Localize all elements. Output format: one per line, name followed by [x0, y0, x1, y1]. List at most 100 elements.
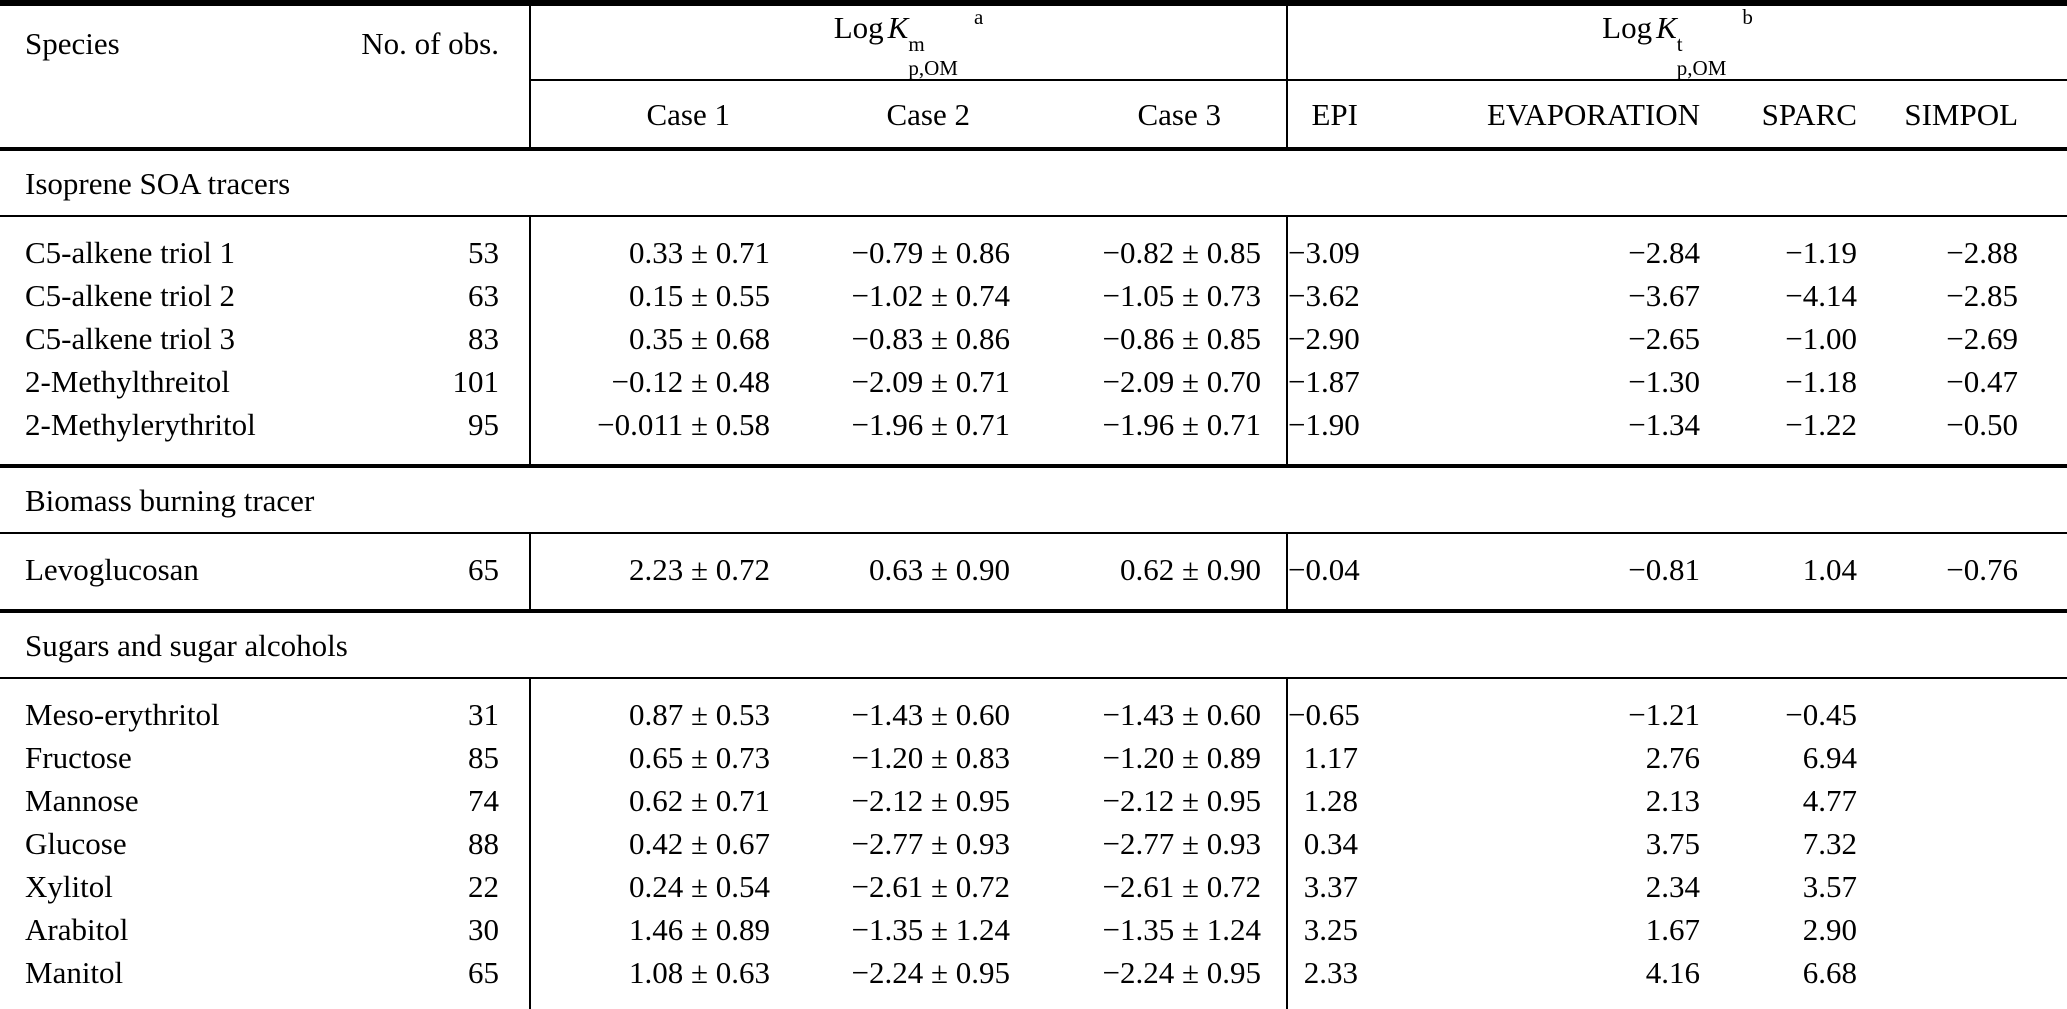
- epi-cell: 2.33: [1286, 951, 1370, 1009]
- species-cell: C5-alkene triol 3: [25, 321, 236, 356]
- simpol-cell: −0.47: [1946, 364, 2019, 399]
- evaporation-cell: −2.65: [1628, 321, 1700, 356]
- simpol-cell: [1857, 951, 2067, 1009]
- sparc-cell: 4.77: [1802, 783, 1857, 818]
- table-row: Mannose 74 0.62 ± 0.71 −2.12 ± 0.95 −2.12 ± …: [0, 779, 2067, 822]
- simpol-cell: −2.85: [1946, 278, 2019, 313]
- simpol-cell: −2.69: [1946, 321, 2019, 356]
- table-row: C5-alkene triol 3 83 0.35 ± 0.68 −0.83 ± 0.…: [0, 317, 2067, 360]
- obs-cell: 65: [330, 951, 530, 1009]
- sparc-cell: 7.32: [1802, 826, 1857, 861]
- column-header-species: Species: [25, 25, 120, 61]
- empty-header-cell: [0, 80, 330, 151]
- epi-cell: −3.09: [1286, 216, 1370, 274]
- species-cell: Meso-erythritol: [25, 697, 220, 732]
- sparc-cell: −1.18: [1785, 364, 1857, 399]
- evaporation-cell: −0.81: [1370, 533, 1700, 613]
- evaporation-cell: 1.67: [1645, 912, 1700, 947]
- sparc-cell: 3.57: [1802, 869, 1857, 904]
- header-row-columns: Case 1 Case 2 Case 3 EPI EVAPORATION SPA…: [0, 80, 2067, 151]
- case1-cell: 1.08 ± 0.63: [529, 951, 770, 1009]
- case2-cell: −1.43 ± 0.60: [851, 697, 1011, 732]
- case1-cell: 0.62 ± 0.71: [529, 779, 770, 822]
- table-row: Glucose 88 0.42 ± 0.67 −2.77 ± 0.93 −2.77 ± …: [0, 822, 2067, 865]
- species-cell: Mannose: [25, 783, 139, 818]
- case2-cell: −0.79 ± 0.86: [851, 235, 1011, 270]
- obs-cell: 85: [468, 740, 499, 775]
- table-row: Fructose 85 0.65 ± 0.73 −1.20 ± 0.83 −1.20 ±…: [0, 736, 2067, 779]
- epi-cell: −3.62: [1286, 274, 1370, 317]
- case2-cell: −2.24 ± 0.95: [770, 951, 1010, 1009]
- footnote-marker-a: a: [973, 5, 984, 29]
- section-title-row: Isoprene SOA tracers: [0, 149, 2067, 217]
- obs-cell: 74: [468, 783, 499, 818]
- sparc-cell: 1.04: [1700, 533, 1857, 613]
- obs-cell: 83: [468, 321, 499, 356]
- case3-cell: −1.05 ± 0.73: [1102, 278, 1262, 313]
- obs-cell: 95: [330, 403, 530, 468]
- section-title: Isoprene SOA tracers: [0, 149, 2067, 217]
- group2-log: Log: [1602, 10, 1653, 45]
- simpol-cell: −0.76: [1857, 533, 2067, 613]
- group1-symbol: K: [887, 10, 909, 45]
- simpol-cell: [1857, 822, 2067, 865]
- footnote-marker-b: b: [1742, 5, 1753, 29]
- sparc-cell: 2.90: [1802, 912, 1857, 947]
- case3-cell: −0.86 ± 0.85: [1102, 321, 1262, 356]
- epi-cell: −2.90: [1286, 317, 1370, 360]
- group2-supsub: t p,OM: [1676, 32, 1727, 80]
- case2-cell: −2.12 ± 0.95: [851, 783, 1011, 818]
- case1-cell: 2.23 ± 0.72: [529, 533, 770, 613]
- evaporation-cell: 3.75: [1645, 826, 1700, 861]
- table-row: 2-Methylerythritol 95 −0.011 ± 0.58 −1.96 ±…: [0, 403, 2067, 468]
- case1-cell: 0.65 ± 0.73: [529, 736, 770, 779]
- case2-cell: −2.77 ± 0.93: [851, 826, 1011, 861]
- case3-cell: −0.82 ± 0.85: [1102, 235, 1262, 270]
- sparc-cell: −1.00: [1785, 321, 1857, 356]
- simpol-cell: −2.88: [1946, 235, 2019, 270]
- column-header-obs: No. of obs.: [361, 25, 499, 61]
- species-cell: Manitol: [0, 951, 330, 1009]
- case1-cell: 0.35 ± 0.68: [529, 317, 770, 360]
- group2-symbol: K: [1656, 10, 1677, 45]
- obs-cell: 65: [330, 533, 530, 613]
- case3-cell: −2.09 ± 0.70: [1102, 364, 1262, 399]
- sparc-cell: −1.19: [1785, 235, 1857, 270]
- simpol-cell: [1857, 736, 2067, 779]
- case1-cell: 0.15 ± 0.55: [529, 274, 770, 317]
- column-header-simpol: SIMPOL: [1857, 80, 2067, 151]
- column-header-epi: EPI: [1286, 80, 1370, 151]
- empty-header-cell: [330, 80, 530, 151]
- case1-cell: 0.24 ± 0.54: [529, 865, 770, 908]
- species-cell: C5-alkene triol 1: [25, 235, 236, 270]
- epi-cell: −1.87: [1286, 360, 1370, 403]
- case2-cell: 0.63 ± 0.90: [770, 533, 1010, 613]
- table-row: Xylitol 22 0.24 ± 0.54 −2.61 ± 0.72 −2.61 ± …: [0, 865, 2067, 908]
- simpol-cell: [1857, 908, 2067, 951]
- evaporation-cell: 2.76: [1645, 740, 1700, 775]
- case2-cell: −2.09 ± 0.71: [851, 364, 1011, 399]
- case1-cell: 0.87 ± 0.53: [529, 678, 770, 736]
- evaporation-cell: 2.13: [1645, 783, 1700, 818]
- evaporation-cell: 2.34: [1645, 869, 1700, 904]
- case1-cell: 0.33 ± 0.71: [529, 216, 770, 274]
- table-row: C5-alkene triol 1 53 0.33 ± 0.71 −0.79 ± 0.…: [0, 216, 2067, 274]
- sparc-cell: −1.22: [1700, 403, 1857, 468]
- section-title: Biomass burning tracer: [0, 466, 2067, 534]
- evaporation-cell: −1.30: [1628, 364, 1700, 399]
- evaporation-cell: −2.84: [1628, 235, 1700, 270]
- epi-cell: 3.37: [1286, 865, 1370, 908]
- case3-cell: −2.61 ± 0.72: [1102, 869, 1262, 904]
- case3-cell: −1.43 ± 0.60: [1102, 697, 1262, 732]
- species-cell: Glucose: [25, 826, 127, 861]
- species-cell: 2-Methylerythritol: [0, 403, 330, 468]
- column-header-evaporation: EVAPORATION: [1370, 80, 1700, 151]
- case2-cell: −0.83 ± 0.86: [851, 321, 1011, 356]
- table-row: Meso-erythritol 31 0.87 ± 0.53 −1.43 ± 0.60…: [0, 678, 2067, 736]
- simpol-cell: −0.50: [1857, 403, 2067, 468]
- sparc-cell: 6.94: [1802, 740, 1857, 775]
- case1-cell: −0.12 ± 0.48: [529, 360, 770, 403]
